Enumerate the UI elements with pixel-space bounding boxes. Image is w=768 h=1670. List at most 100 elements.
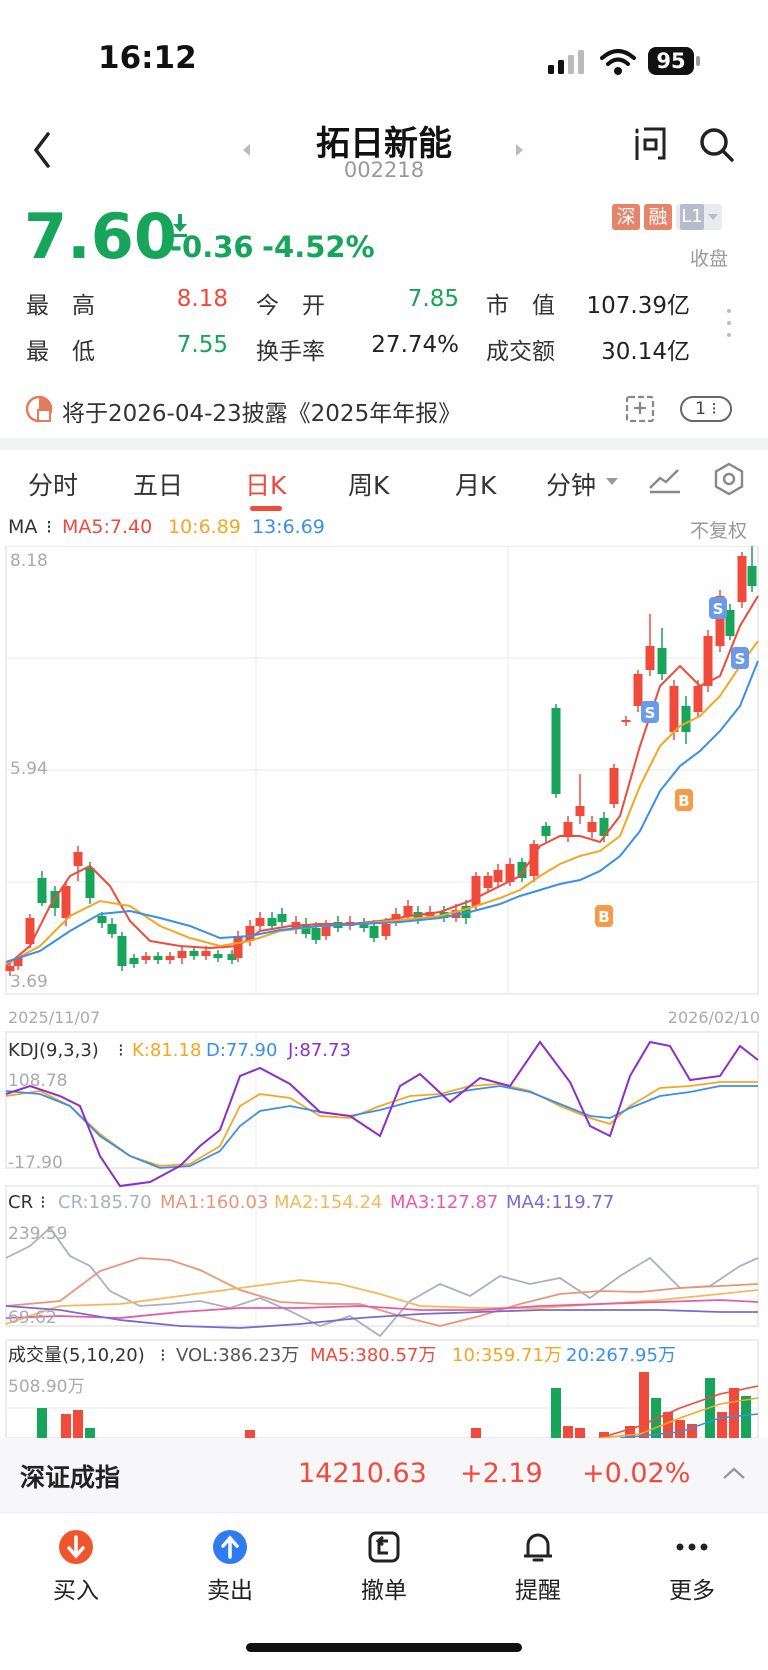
notice-count-badge[interactable]: 1 ⁝: [680, 396, 732, 422]
date-start: 2025/11/07: [8, 1008, 100, 1027]
panel-frame: [5, 1339, 759, 1438]
candle-up: [645, 646, 655, 670]
tab-intraday[interactable]: 分时: [28, 471, 79, 500]
prev-stock-icon[interactable]: [240, 142, 252, 158]
candle-down: [267, 918, 277, 926]
active-tab-indicator: [250, 506, 282, 511]
ma10-line: [5, 640, 759, 965]
candle-down: [551, 708, 561, 794]
panel-frame: [5, 1185, 759, 1327]
ma-label[interactable]: MA: [8, 516, 38, 538]
candle-up: [471, 876, 481, 906]
price-change-pct: -4.52%: [262, 230, 375, 264]
candle-down: [97, 916, 107, 923]
alert-button[interactable]: 提醒: [482, 1519, 594, 1629]
buy-marker-letter: B: [598, 908, 609, 926]
panel-frame: [5, 1031, 759, 1169]
kdj-menu-icon[interactable]: ⁝: [118, 1040, 124, 1061]
calendar-icon[interactable]: [624, 392, 656, 424]
candle-up: [13, 958, 23, 966]
cr-line-0: [5, 1226, 759, 1338]
ma10-value: 10:6.89: [168, 516, 241, 538]
cancel-order-icon: [368, 1531, 400, 1563]
stock-header: 拓日新能 002218: [0, 110, 768, 190]
open-label: 今 开: [256, 293, 325, 319]
cr-ma2-value: MA2:154.24: [274, 1192, 382, 1213]
candle-up: [587, 822, 597, 832]
buy-marker-letter: B: [678, 792, 689, 810]
candle-down: [369, 926, 379, 938]
vol-label[interactable]: 成交量(5,10,20): [8, 1345, 145, 1366]
notice-text[interactable]: 将于2026-04-23披露《2025年年报》: [62, 401, 462, 427]
sell-button[interactable]: 卖出: [174, 1519, 286, 1629]
cr-menu-icon[interactable]: ⁝: [40, 1192, 46, 1213]
kdj-d-line: [5, 1085, 758, 1169]
candle-up: [529, 844, 539, 876]
candle-down: [541, 826, 551, 836]
volume-bar: [245, 1430, 255, 1438]
candle-up: [321, 926, 331, 936]
level-selector[interactable]: L1: [676, 204, 722, 230]
kline-charts[interactable]: B B S S S 8.18 5.94 3.69 2025/11/07 2026/02/…: [0, 546, 768, 1438]
cr-line-3: [5, 1299, 759, 1319]
cancel-order-button[interactable]: 撤单: [328, 1519, 440, 1629]
tab-minute[interactable]: 分钟: [546, 471, 597, 500]
kdj-d-value: D:77.90: [206, 1040, 277, 1061]
adjust-mode[interactable]: 不复权: [690, 520, 748, 542]
stock-code: 002218: [343, 158, 425, 182]
candle-up: [575, 806, 585, 816]
vol-menu-icon[interactable]: ⁝: [160, 1345, 166, 1366]
candle-up: [693, 686, 703, 712]
volume-bar: [37, 1408, 47, 1438]
ma13-line: [5, 660, 759, 963]
alert-label: 提醒: [515, 1578, 561, 1604]
candle-up: [255, 918, 265, 926]
candle-up: [73, 852, 83, 866]
tab-daily-k[interactable]: 日K: [245, 471, 287, 500]
next-stock-icon[interactable]: [514, 142, 526, 158]
hexagon-settings-icon[interactable]: [712, 462, 746, 496]
bell-icon: [524, 1533, 552, 1562]
tab-monthly-k[interactable]: 月K: [455, 471, 497, 500]
candle-down: [517, 862, 527, 878]
candle-up: [633, 674, 643, 706]
volume-bar: [687, 1424, 697, 1438]
index-ticker[interactable]: 深证成指 14210.63 +2.19 +0.02%: [0, 1438, 768, 1512]
back-icon[interactable]: [30, 130, 54, 170]
candle-down: [277, 914, 287, 922]
candle-up: [201, 951, 211, 956]
candle-up: [61, 886, 71, 918]
amount-label: 成交额: [486, 339, 555, 365]
candle-up: [245, 926, 255, 941]
volume-bar: [663, 1412, 673, 1438]
candle-down: [129, 958, 139, 964]
ma-legend: MA ⁝ MA5:7.40 10:6.89 13:6.69 不复权: [0, 512, 768, 546]
volume-bar: [85, 1428, 95, 1438]
cr-line-1: [5, 1257, 759, 1327]
kdj-label[interactable]: KDJ(9,3,3): [8, 1040, 99, 1061]
candle-down: [85, 868, 95, 898]
indicator-settings-icon[interactable]: [648, 464, 682, 494]
candle-up: [669, 686, 679, 732]
index-value: 14210.63: [298, 1458, 427, 1489]
buy-button[interactable]: 买入: [20, 1519, 132, 1629]
high-value: 8.18: [176, 286, 228, 312]
ma5-value: MA5:7.40: [62, 516, 153, 538]
buy-marker: [595, 905, 613, 927]
volume-bar: [73, 1410, 83, 1438]
ask-icon[interactable]: [632, 124, 672, 164]
chevron-up-icon[interactable]: [722, 1466, 746, 1480]
period-tabs: 分时 五日 日K 周K 月K 分钟: [0, 450, 768, 512]
tab-weekly-k[interactable]: 周K: [348, 471, 390, 500]
ma-menu-icon[interactable]: ⁝: [46, 516, 53, 538]
cr-label[interactable]: CR: [8, 1192, 33, 1213]
mktcap-label: 市 值: [486, 293, 555, 319]
buy-icon: [59, 1530, 93, 1564]
more-button[interactable]: 更多: [636, 1519, 748, 1629]
cr-value: CR:185.70: [58, 1192, 152, 1213]
search-icon[interactable]: [698, 126, 736, 164]
tab-five-day[interactable]: 五日: [133, 471, 184, 500]
more-icon: [676, 1543, 708, 1551]
more-stats-icon[interactable]: [726, 308, 732, 338]
stock-name: 拓日新能: [316, 124, 452, 164]
